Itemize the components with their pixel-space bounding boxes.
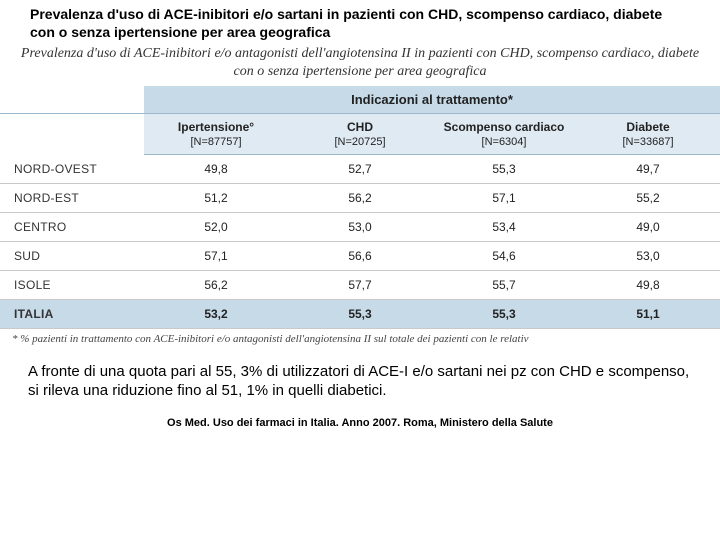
table-row: CENTRO 52,0 53,0 53,4 49,0 <box>0 213 720 242</box>
cell: 52,7 <box>288 155 432 184</box>
band-header: Indicazioni al trattamento* <box>144 86 720 114</box>
table-row-total: ITALIA 53,2 55,3 55,3 51,1 <box>0 300 720 329</box>
prevalence-table: Indicazioni al trattamento* Ipertensione… <box>0 86 720 329</box>
slide-title: Prevalenza d'uso di ACE-inibitori e/o sa… <box>0 0 720 43</box>
table-row: SUD 57,1 56,6 54,6 53,0 <box>0 242 720 271</box>
col-header: CHD <box>288 114 432 137</box>
cell: 49,8 <box>576 271 720 300</box>
cell: 56,2 <box>288 184 432 213</box>
cell: 49,8 <box>144 155 288 184</box>
cell: 57,1 <box>432 184 576 213</box>
region-label: SUD <box>0 242 144 271</box>
cell: 53,4 <box>432 213 576 242</box>
region-label: CENTRO <box>0 213 144 242</box>
col-header: Diabete <box>576 114 720 137</box>
col-n: [N=87757] <box>144 136 288 155</box>
col-n: [N=6304] <box>432 136 576 155</box>
subtitle-italic: Prevalenza d'uso di ACE-inibitori e/o an… <box>0 43 720 86</box>
cell: 49,7 <box>576 155 720 184</box>
cell: 54,6 <box>432 242 576 271</box>
cell: 49,0 <box>576 213 720 242</box>
cell: 56,2 <box>144 271 288 300</box>
region-label: NORD-EST <box>0 184 144 213</box>
table-row: ISOLE 56,2 57,7 55,7 49,8 <box>0 271 720 300</box>
table-footnote: * % pazienti in trattamento con ACE-inib… <box>0 329 720 345</box>
header-spacer <box>0 136 144 155</box>
header-spacer <box>0 114 144 137</box>
cell: 57,1 <box>144 242 288 271</box>
cell: 53,0 <box>576 242 720 271</box>
region-label: NORD-OVEST <box>0 155 144 184</box>
cell: 53,0 <box>288 213 432 242</box>
conclusion-text: A fronte di una quota pari al 55, 3% di … <box>0 345 720 407</box>
cell: 51,1 <box>576 300 720 329</box>
table-row: NORD-OVEST 49,8 52,7 55,3 49,7 <box>0 155 720 184</box>
cell: 51,2 <box>144 184 288 213</box>
cell: 55,3 <box>288 300 432 329</box>
cell: 56,6 <box>288 242 432 271</box>
cell: 55,7 <box>432 271 576 300</box>
cell: 52,0 <box>144 213 288 242</box>
table-row: NORD-EST 51,2 56,2 57,1 55,2 <box>0 184 720 213</box>
region-label: ITALIA <box>0 300 144 329</box>
region-label: ISOLE <box>0 271 144 300</box>
header-spacer <box>0 86 144 114</box>
cell: 55,3 <box>432 300 576 329</box>
cell: 55,3 <box>432 155 576 184</box>
col-header: Ipertensione° <box>144 114 288 137</box>
col-n: [N=33687] <box>576 136 720 155</box>
cell: 57,7 <box>288 271 432 300</box>
source-citation: Os Med. Uso dei farmaci in Italia. Anno … <box>0 407 720 429</box>
col-n: [N=20725] <box>288 136 432 155</box>
cell: 53,2 <box>144 300 288 329</box>
cell: 55,2 <box>576 184 720 213</box>
col-header: Scompenso cardiaco <box>432 114 576 137</box>
